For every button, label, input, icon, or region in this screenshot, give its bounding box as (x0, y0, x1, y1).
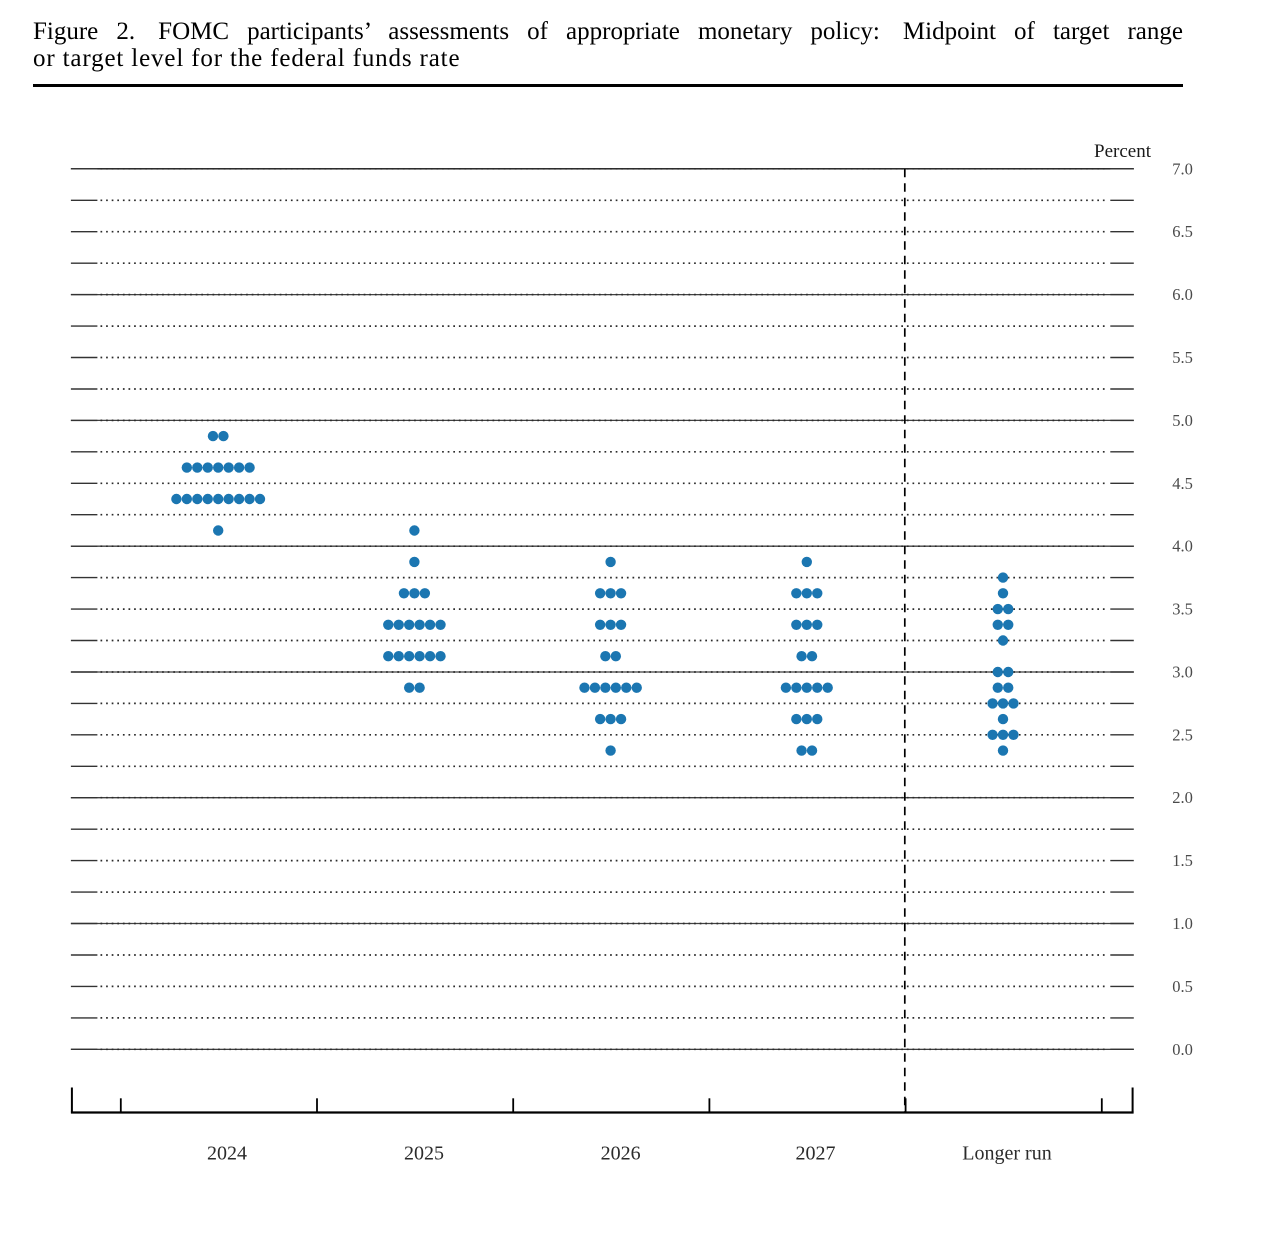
svg-text:6.0: 6.0 (1172, 285, 1193, 304)
svg-text:2.0: 2.0 (1172, 788, 1193, 807)
svg-text:3.5: 3.5 (1172, 600, 1193, 619)
svg-text:2026: 2026 (601, 1143, 641, 1165)
svg-text:6.5: 6.5 (1172, 222, 1193, 241)
svg-text:2027: 2027 (796, 1143, 836, 1165)
svg-text:Longer run: Longer run (962, 1143, 1051, 1165)
svg-text:2.5: 2.5 (1172, 725, 1193, 744)
svg-text:Percent: Percent (1094, 141, 1152, 162)
svg-text:5.5: 5.5 (1172, 348, 1193, 367)
svg-text:4.0: 4.0 (1172, 537, 1193, 556)
svg-text:0.5: 0.5 (1172, 977, 1193, 996)
svg-text:0.0: 0.0 (1172, 1040, 1193, 1059)
svg-text:5.0: 5.0 (1172, 411, 1193, 430)
svg-text:1.5: 1.5 (1172, 851, 1193, 870)
svg-text:4.5: 4.5 (1172, 474, 1193, 493)
svg-text:1.0: 1.0 (1172, 914, 1193, 933)
svg-text:3.0: 3.0 (1172, 663, 1193, 682)
svg-text:2025: 2025 (404, 1143, 444, 1165)
svg-text:2024: 2024 (207, 1143, 247, 1165)
svg-text:7.0: 7.0 (1172, 159, 1193, 178)
